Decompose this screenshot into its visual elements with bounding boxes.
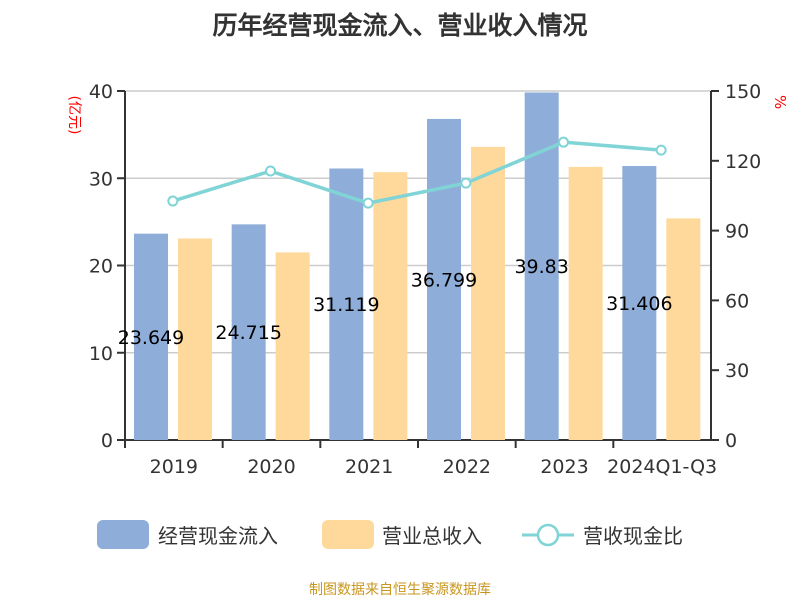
line-point bbox=[167, 195, 179, 207]
y-tick-label: 40 bbox=[89, 81, 113, 103]
data-label: 39.83 bbox=[514, 256, 568, 278]
y-axis-label: (亿元) bbox=[66, 96, 82, 135]
bar-revenue bbox=[568, 166, 603, 440]
y-tick-label: 20 bbox=[89, 256, 113, 278]
line-point bbox=[460, 177, 472, 189]
y-tick-label: 30 bbox=[89, 168, 113, 190]
bar-revenue bbox=[471, 146, 505, 440]
x-tick-label: 2022 bbox=[443, 456, 491, 478]
y2-tick-label: 120 bbox=[725, 151, 761, 173]
data-label: 31.119 bbox=[313, 294, 379, 316]
bar-revenue bbox=[666, 218, 701, 440]
legend-label: 营业总收入 bbox=[382, 524, 482, 548]
bar-revenue bbox=[178, 238, 212, 440]
data-label: 24.715 bbox=[215, 322, 281, 344]
legend-label: 经营现金流入 bbox=[158, 524, 278, 548]
legend-label: 营收现金比 bbox=[583, 524, 683, 548]
y2-tick-label: 0 bbox=[725, 430, 737, 452]
bar-cash-inflow bbox=[329, 168, 364, 440]
y2-tick-label: 60 bbox=[725, 290, 749, 312]
line-ratio bbox=[172, 140, 662, 205]
legend-swatch-cash-inflow bbox=[97, 520, 149, 549]
bar-revenue bbox=[373, 172, 408, 440]
y2-tick-label: 90 bbox=[725, 221, 749, 243]
y2-axis-label: % bbox=[771, 95, 789, 109]
chart-title: 历年经营现金流入、营业收入情况 bbox=[212, 11, 588, 40]
line-point bbox=[362, 197, 374, 209]
line-point bbox=[558, 136, 569, 148]
x-tick-label: 2021 bbox=[345, 456, 393, 478]
bar-cash-inflow bbox=[622, 165, 657, 440]
source-note: 制图数据来自恒生聚源数据库 bbox=[309, 582, 491, 598]
x-tick-label: 2019 bbox=[150, 456, 198, 478]
x-tick-label: 2020 bbox=[247, 456, 295, 478]
data-label: 23.649 bbox=[118, 327, 184, 349]
y-tick-label: 0 bbox=[101, 430, 113, 452]
y-tick-label: 10 bbox=[89, 343, 113, 365]
x-tick-label: 2023 bbox=[540, 456, 588, 478]
bar-cash-inflow bbox=[427, 118, 461, 441]
x-tick-label: 2024Q1-Q3 bbox=[607, 456, 717, 478]
bar-cash-inflow bbox=[134, 233, 168, 440]
bar-cash-inflow bbox=[231, 224, 266, 440]
legend-swatch-revenue bbox=[322, 520, 374, 549]
bar-revenue bbox=[275, 252, 310, 440]
data-label: 36.799 bbox=[411, 269, 477, 291]
legend-swatch-ratio-marker bbox=[536, 523, 560, 547]
y2-tick-label: 30 bbox=[725, 360, 749, 382]
data-label: 31.406 bbox=[606, 293, 672, 315]
line-point bbox=[655, 144, 667, 156]
line-point bbox=[265, 165, 276, 177]
y2-tick-label: 150 bbox=[725, 81, 761, 103]
